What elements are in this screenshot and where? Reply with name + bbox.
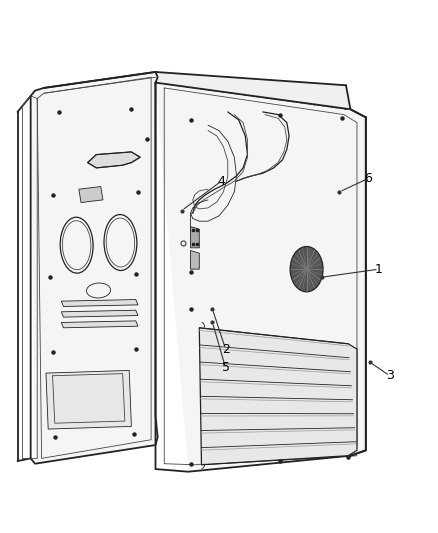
Polygon shape <box>199 328 357 465</box>
Text: 3: 3 <box>386 369 394 382</box>
Polygon shape <box>88 152 140 168</box>
Polygon shape <box>79 187 103 203</box>
Polygon shape <box>191 251 199 269</box>
Polygon shape <box>61 300 138 306</box>
Text: 2: 2 <box>222 343 230 356</box>
Polygon shape <box>31 72 158 464</box>
Polygon shape <box>61 310 138 317</box>
Text: 6: 6 <box>364 172 372 185</box>
Text: 1: 1 <box>375 263 383 276</box>
Polygon shape <box>61 321 138 328</box>
Polygon shape <box>155 83 366 472</box>
Polygon shape <box>155 72 350 109</box>
Ellipse shape <box>290 247 323 292</box>
Polygon shape <box>191 227 199 248</box>
Text: 5: 5 <box>222 361 230 374</box>
Polygon shape <box>46 370 131 429</box>
Text: 4: 4 <box>217 175 225 188</box>
